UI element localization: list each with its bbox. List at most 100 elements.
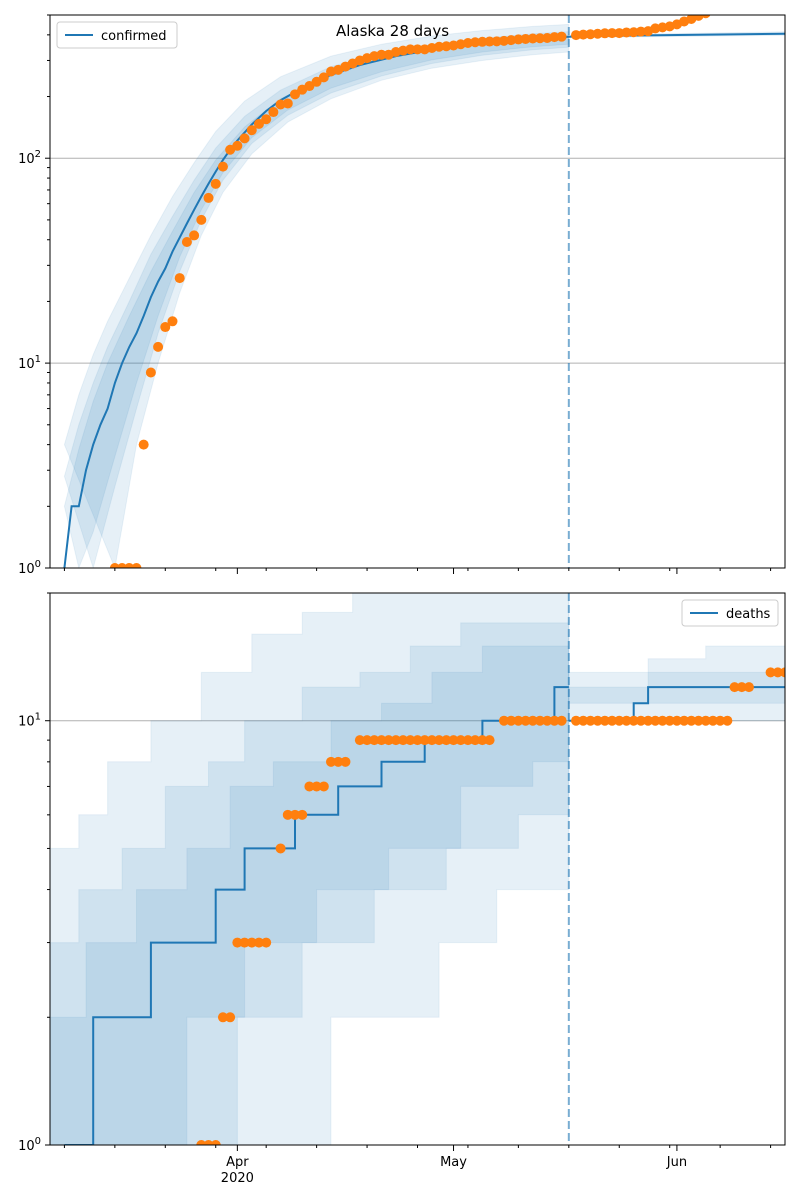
observed-point-69 [614, 28, 625, 39]
observed-point-58 [527, 33, 538, 44]
observed-point-5 [145, 367, 156, 378]
observed-point-28 [412, 735, 423, 746]
observed-point-20 [253, 118, 264, 129]
observed-point-69 [722, 715, 733, 726]
chart-title: Alaska 28 days [336, 22, 449, 40]
y-tick-label-exponent: 2 [35, 149, 41, 160]
y-tick-label-1: 101 [18, 712, 41, 730]
observed-point-58 [643, 715, 654, 726]
observed-point-45 [542, 715, 553, 726]
observed-point-3 [217, 1012, 228, 1023]
observed-point-59 [535, 33, 545, 44]
observed-point-47 [556, 715, 567, 726]
legend: confirmed [56, 21, 178, 49]
observed-point-18 [239, 133, 250, 144]
observed-point-9 [261, 937, 272, 948]
observed-point-49 [462, 38, 473, 49]
observed-point-72 [743, 682, 754, 693]
observed-point-35 [462, 735, 473, 746]
observed-point-49 [578, 715, 589, 726]
observed-point-70 [729, 682, 740, 693]
observed-point-66 [592, 28, 603, 39]
observed-point-56 [513, 34, 524, 45]
observed-point-60 [657, 715, 668, 726]
y-tick-label-base: 10 [18, 357, 35, 372]
y-tick-label-exponent: 0 [35, 559, 41, 570]
observed-point-59 [650, 715, 661, 726]
observed-point-23 [376, 735, 387, 746]
observed-point-30 [426, 735, 437, 746]
observed-point-15 [217, 161, 228, 172]
observed-point-22 [369, 735, 380, 746]
observed-point-52 [599, 715, 610, 726]
observed-point-26 [398, 735, 409, 746]
observed-point-12 [290, 809, 300, 820]
observed-point-18 [333, 756, 344, 767]
plot-area [50, 15, 785, 568]
observed-point-67 [707, 715, 718, 726]
observed-point-25 [390, 735, 401, 746]
observed-point-71 [736, 682, 747, 693]
observed-point-11 [282, 809, 293, 820]
y-tick-label-exponent: 1 [35, 712, 41, 723]
observed-point-6 [239, 937, 250, 948]
legend-box [56, 21, 178, 49]
observed-point-24 [383, 735, 394, 746]
x-tick-sublabel-0: 2020 [221, 1171, 254, 1186]
observed-point-7 [160, 322, 171, 333]
observed-point-14 [210, 178, 221, 189]
observed-point-62 [671, 715, 682, 726]
observed-point-54 [614, 715, 625, 726]
observed-point-41 [513, 715, 524, 726]
observed-point-50 [585, 715, 596, 726]
observed-point-63 [679, 715, 690, 726]
observed-point-7 [246, 937, 257, 948]
observed-point-38 [484, 735, 495, 746]
observed-point-6 [153, 341, 164, 352]
observed-point-65 [585, 29, 596, 40]
observed-point-67 [599, 28, 610, 39]
observed-point-3 [131, 563, 142, 568]
observed-point-42 [520, 715, 531, 726]
observed-point-24 [282, 98, 293, 109]
plot-area [50, 593, 785, 1145]
observed-point-14 [304, 781, 315, 792]
observed-point-32 [441, 735, 452, 746]
observed-point-46 [549, 715, 560, 726]
observed-point-40 [506, 715, 517, 726]
confidence-band-4 [568, 658, 785, 704]
legend-label: confirmed [101, 29, 167, 44]
observed-point-55 [506, 35, 517, 46]
observed-point-51 [477, 36, 488, 47]
observed-point-16 [318, 781, 329, 792]
y-tick-label-exponent: 1 [35, 354, 41, 365]
observed-point-61 [549, 32, 560, 43]
observed-point-37 [477, 735, 488, 746]
observed-point-19 [340, 756, 351, 767]
observed-point-27 [405, 735, 416, 746]
y-tick-label-base: 10 [18, 715, 35, 730]
observed-point-13 [203, 192, 214, 203]
observed-point-65 [693, 715, 704, 726]
observed-point-75 [780, 667, 785, 678]
observed-point-11 [189, 230, 200, 241]
observed-point-68 [715, 715, 726, 726]
observed-point-71 [628, 27, 639, 38]
observed-point-57 [635, 715, 646, 726]
legend-box [681, 599, 779, 627]
observed-point-22 [268, 107, 279, 118]
observed-point-61 [664, 715, 675, 726]
observed-point-46 [441, 41, 452, 52]
observed-point-70 [621, 27, 632, 38]
observed-point-57 [520, 33, 531, 44]
observed-point-28 [311, 76, 322, 87]
observed-point-41 [405, 44, 416, 55]
confidence-band-0 [63, 23, 570, 568]
observed-point-21 [261, 114, 272, 125]
observed-point-44 [535, 715, 545, 726]
observed-point-50 [470, 37, 481, 48]
